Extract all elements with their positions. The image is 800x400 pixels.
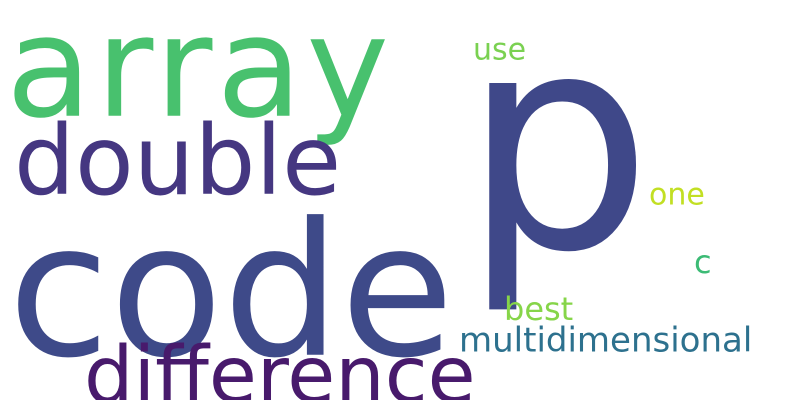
- word-one-text: one: [649, 177, 705, 213]
- word-array-text: array: [6, 0, 394, 150]
- word-p-text: p: [462, 0, 653, 318]
- word-double-text: double: [14, 105, 342, 218]
- word-best-text: best: [504, 290, 574, 329]
- word-difference-text: difference: [84, 331, 476, 400]
- word-c-text: c: [694, 243, 712, 282]
- word-code-text: code: [8, 182, 455, 399]
- word-use-text: use: [473, 32, 527, 68]
- word-multidimensional-text: multidimensional: [459, 320, 753, 361]
